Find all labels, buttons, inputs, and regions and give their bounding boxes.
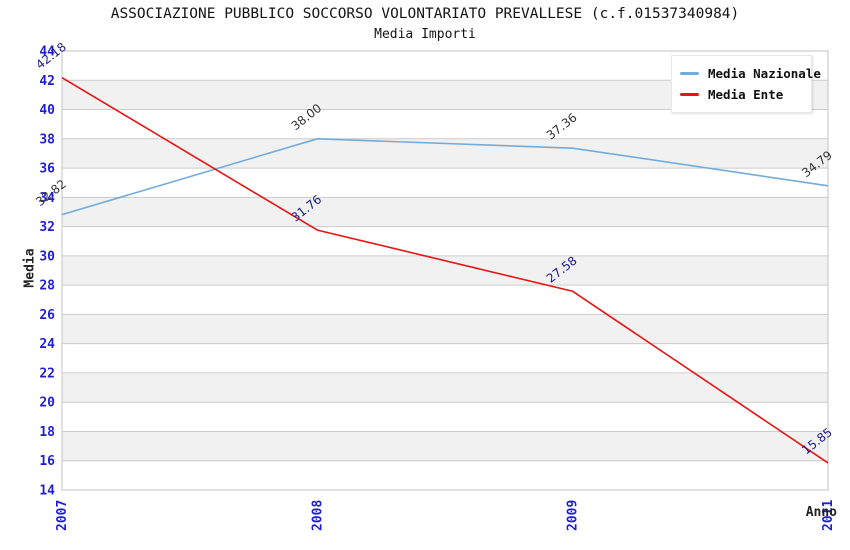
plot-band [62, 197, 828, 227]
plot-band [62, 285, 828, 315]
chart-title: ASSOCIAZIONE PUBBLICO SOCCORSO VOLONTARI… [110, 6, 740, 22]
y-tick-label: 34 [39, 191, 55, 206]
y-tick-label: 20 [39, 396, 55, 411]
plot-band [62, 314, 828, 344]
y-tick-label: 30 [39, 249, 55, 264]
legend-item-media-nazionale: Media Nazionale [680, 63, 821, 84]
plot-band [62, 431, 828, 461]
legend-label: Media Ente [708, 87, 784, 102]
legend-label: Media Nazionale [708, 66, 821, 81]
x-tick-label: 2011 [821, 500, 836, 531]
legend-line-swatch-red [680, 93, 699, 96]
plot-border [61, 50, 829, 491]
y-tick-label: 26 [39, 308, 55, 323]
y-tick-label: 22 [39, 366, 55, 381]
plot-band [62, 109, 828, 139]
y-tick-label: 38 [39, 132, 55, 147]
y-tick-label: 18 [39, 425, 55, 440]
y-tick-label: 40 [39, 103, 55, 118]
plot-band [62, 402, 828, 432]
legend-item-media-ente: Media Ente [680, 84, 803, 105]
legend-line-swatch-blue [680, 72, 699, 75]
y-axis-title: Media [22, 248, 38, 288]
y-tick-label: 24 [39, 337, 55, 352]
y-tick-label: 44 [39, 45, 55, 60]
plot-band [62, 226, 828, 256]
x-tick-label: 2009 [566, 500, 581, 531]
x-axis-title: Anno [805, 505, 837, 520]
y-tick-label: 36 [39, 162, 55, 177]
y-tick-label: 16 [39, 454, 55, 469]
y-tick-label: 14 [39, 484, 55, 499]
series-line-media-nazionale [61, 138, 829, 216]
plot-band [62, 343, 828, 373]
y-tick-label: 32 [39, 220, 55, 235]
series-line-media-ente [61, 76, 829, 464]
x-tick-label: 2007 [55, 500, 70, 531]
plot-band [62, 168, 828, 198]
y-tick-label: 42 [39, 74, 55, 89]
plot-band [62, 372, 828, 403]
y-tick-label: 28 [39, 279, 55, 294]
chart-subtitle: Media Importi [374, 27, 476, 42]
plot-band [62, 460, 828, 490]
chart-legend: Media Nazionale Media Ente [671, 55, 821, 113]
x-tick-label: 2008 [310, 500, 325, 531]
